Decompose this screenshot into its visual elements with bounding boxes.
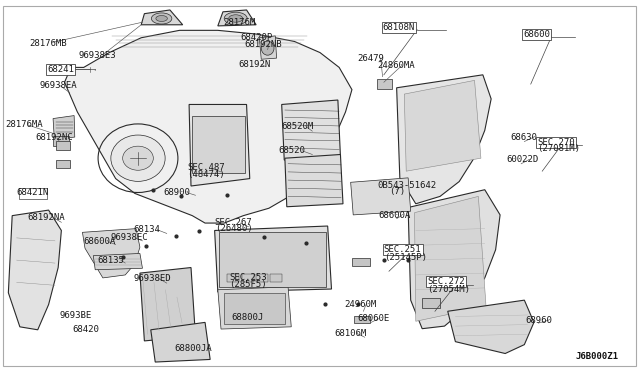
Text: (26480): (26480) <box>214 224 252 234</box>
Polygon shape <box>351 178 411 215</box>
Text: 68800JA: 68800JA <box>174 344 212 353</box>
Text: 24860MA: 24860MA <box>378 61 415 70</box>
Text: 68241: 68241 <box>47 65 74 74</box>
Text: 0B543-51642: 0B543-51642 <box>378 181 436 190</box>
Text: (27054M): (27054M) <box>428 285 470 294</box>
Text: 68192NC: 68192NC <box>36 133 74 142</box>
Polygon shape <box>189 105 250 186</box>
Text: SEC.251: SEC.251 <box>384 245 422 254</box>
Bar <box>352 257 370 266</box>
Polygon shape <box>218 10 256 26</box>
Text: SEC.487: SEC.487 <box>187 163 225 172</box>
Ellipse shape <box>156 16 168 22</box>
Text: (7): (7) <box>389 187 405 196</box>
Ellipse shape <box>224 12 247 25</box>
Text: (48474): (48474) <box>187 170 225 179</box>
Ellipse shape <box>228 15 243 22</box>
Text: 68900: 68900 <box>164 188 191 197</box>
Polygon shape <box>53 116 75 139</box>
Bar <box>192 116 244 173</box>
Text: 68600A: 68600A <box>84 237 116 246</box>
Polygon shape <box>151 323 210 362</box>
Text: SEC.272: SEC.272 <box>428 277 465 286</box>
Polygon shape <box>65 31 352 223</box>
Text: 68192NA: 68192NA <box>28 213 65 222</box>
Polygon shape <box>408 190 500 329</box>
Text: 68060E: 68060E <box>357 314 389 323</box>
Bar <box>256 274 268 282</box>
Bar <box>270 274 282 282</box>
Polygon shape <box>397 75 491 204</box>
Text: 68600A: 68600A <box>379 211 411 220</box>
Text: 68420: 68420 <box>72 325 99 334</box>
Text: 96938ED: 96938ED <box>134 274 171 283</box>
Bar <box>53 136 69 146</box>
Text: 68960: 68960 <box>525 316 552 325</box>
Text: 26479: 26479 <box>357 54 384 62</box>
Text: 28176MB: 28176MB <box>29 39 67 48</box>
Text: 28176MA: 28176MA <box>6 121 44 129</box>
Text: 9693BE: 9693BE <box>60 311 92 320</box>
Polygon shape <box>218 287 291 329</box>
Bar <box>224 294 285 324</box>
Text: 68106M: 68106M <box>334 329 366 338</box>
Text: J6B000Z1: J6B000Z1 <box>576 352 619 361</box>
Polygon shape <box>141 10 182 25</box>
Bar <box>56 141 70 150</box>
Text: 68520M: 68520M <box>282 122 314 131</box>
Polygon shape <box>285 154 343 207</box>
Polygon shape <box>83 229 140 278</box>
Text: 68800J: 68800J <box>232 313 264 322</box>
Text: 68420P: 68420P <box>240 32 273 42</box>
Polygon shape <box>259 36 276 59</box>
Text: 68134: 68134 <box>134 225 161 234</box>
Text: 96938EC: 96938EC <box>111 233 148 243</box>
Ellipse shape <box>123 146 154 170</box>
Text: 68192N: 68192N <box>238 60 271 69</box>
Text: 68630: 68630 <box>510 132 537 142</box>
Polygon shape <box>404 80 481 171</box>
Text: 96938EA: 96938EA <box>39 81 77 90</box>
Text: (25145P): (25145P) <box>384 253 427 262</box>
Text: 60022D: 60022D <box>506 155 539 164</box>
Text: SEC.267: SEC.267 <box>214 218 252 227</box>
Text: 68135: 68135 <box>98 256 125 264</box>
Text: SEC.253: SEC.253 <box>229 273 267 282</box>
Ellipse shape <box>111 135 165 182</box>
Polygon shape <box>93 253 143 270</box>
Polygon shape <box>448 300 534 353</box>
Bar <box>355 316 370 323</box>
Ellipse shape <box>152 13 172 24</box>
Polygon shape <box>214 226 332 292</box>
Text: 68192NB: 68192NB <box>244 40 282 49</box>
Polygon shape <box>415 196 486 321</box>
Text: SEC.270: SEC.270 <box>537 138 575 147</box>
Ellipse shape <box>261 41 274 55</box>
Text: 96938E3: 96938E3 <box>79 51 116 60</box>
Bar <box>56 160 70 168</box>
Text: 24960M: 24960M <box>344 300 376 309</box>
Text: 68520: 68520 <box>278 146 305 155</box>
Text: 68600: 68600 <box>523 30 550 39</box>
Bar <box>242 274 253 282</box>
Bar <box>378 79 392 89</box>
Bar <box>227 274 239 282</box>
Polygon shape <box>140 267 195 341</box>
Text: 68421N: 68421N <box>17 188 49 197</box>
Bar <box>422 298 440 308</box>
Polygon shape <box>8 210 61 330</box>
Text: 28176M: 28176M <box>223 18 255 27</box>
Bar <box>219 232 326 287</box>
Text: (285F5): (285F5) <box>229 280 267 289</box>
Text: (27081M): (27081M) <box>537 144 580 153</box>
Text: 68108N: 68108N <box>383 23 415 32</box>
Polygon shape <box>282 100 340 160</box>
